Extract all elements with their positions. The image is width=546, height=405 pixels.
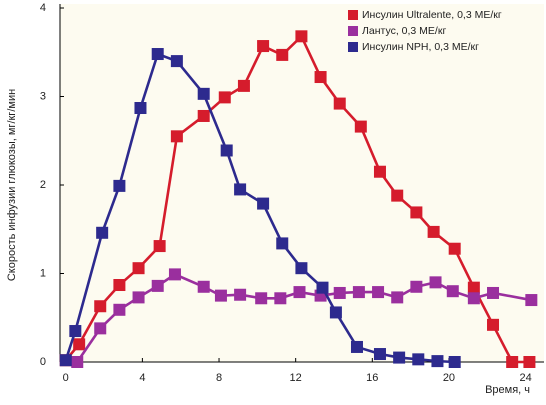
y-axis-label: Скорость инфузии глюкозы, мг/кг/мин — [6, 89, 18, 281]
data-point — [168, 268, 181, 281]
data-point — [237, 79, 250, 92]
y-tick-label: 0 — [40, 356, 46, 368]
data-point — [427, 225, 440, 238]
data-point — [220, 144, 233, 157]
data-point — [391, 189, 404, 202]
data-point — [350, 340, 363, 353]
data-point — [257, 40, 270, 53]
data-point — [113, 303, 126, 316]
data-point — [295, 30, 308, 43]
data-point — [234, 183, 247, 196]
data-point — [446, 285, 459, 298]
data-point — [214, 289, 227, 302]
x-tick-label: 4 — [139, 372, 145, 384]
data-point — [412, 353, 425, 366]
data-point — [197, 87, 210, 100]
data-point — [467, 281, 480, 294]
data-point — [69, 325, 82, 338]
data-point — [132, 262, 145, 275]
x-tick-label: 24 — [519, 372, 531, 384]
data-point — [170, 55, 183, 68]
data-point — [113, 279, 126, 292]
data-point — [333, 97, 346, 110]
x-tick-label: 12 — [290, 372, 302, 384]
data-point — [391, 291, 404, 304]
data-point — [372, 286, 385, 299]
x-tick-label: 8 — [216, 372, 222, 384]
data-point — [151, 48, 164, 61]
data-point — [132, 291, 145, 304]
data-point — [134, 102, 147, 115]
x-axis-label: Время, ч — [485, 384, 530, 396]
data-point — [352, 286, 365, 299]
legend-swatch — [348, 42, 358, 52]
data-point — [314, 71, 327, 84]
data-point — [410, 206, 423, 219]
data-point — [153, 240, 166, 253]
x-tick-label: 0 — [63, 372, 69, 384]
data-point — [197, 109, 210, 122]
data-point — [329, 306, 342, 319]
legend-label: Лантус, 0,3 МЕ/кг — [362, 25, 446, 37]
data-point — [467, 292, 480, 305]
data-point — [487, 318, 500, 331]
data-point — [255, 292, 268, 305]
data-point — [354, 120, 367, 133]
data-point — [94, 322, 107, 335]
legend-swatch — [348, 10, 358, 20]
data-point — [506, 356, 519, 368]
data-point — [274, 292, 287, 305]
data-point — [234, 288, 247, 301]
data-point — [170, 130, 183, 143]
data-point — [218, 91, 231, 104]
x-tick-label: 16 — [366, 372, 378, 384]
data-point — [373, 348, 386, 361]
data-point — [94, 300, 107, 313]
data-point — [276, 48, 289, 61]
y-tick-label: 4 — [40, 2, 46, 14]
legend-label: Инсулин Ultralente, 0,3 МЕ/кг — [362, 9, 502, 21]
y-tick-label: 2 — [40, 179, 46, 191]
data-point — [293, 286, 306, 299]
data-point — [295, 262, 308, 275]
plot-area — [60, 4, 544, 362]
data-point — [113, 179, 126, 192]
data-point — [393, 351, 406, 364]
data-point — [373, 165, 386, 178]
data-point — [487, 286, 500, 299]
data-point — [523, 356, 536, 368]
data-point — [71, 356, 84, 368]
x-tick-label: 20 — [443, 372, 455, 384]
data-point — [257, 197, 270, 210]
legend-label: Инсулин NPH, 0,3 МЕ/кг — [362, 41, 479, 53]
legend-swatch — [348, 26, 358, 36]
data-point — [73, 338, 86, 351]
data-point — [197, 280, 210, 293]
data-point — [448, 356, 461, 368]
data-point — [276, 237, 289, 250]
y-tick-label: 3 — [40, 90, 46, 102]
data-point — [316, 281, 329, 294]
data-point — [59, 354, 72, 367]
data-point — [525, 294, 538, 307]
data-point — [448, 242, 461, 255]
data-point — [333, 286, 346, 299]
data-point — [151, 279, 164, 292]
data-point — [429, 276, 442, 289]
data-point — [96, 226, 109, 239]
y-tick-label: 1 — [40, 267, 46, 279]
data-point — [410, 280, 423, 293]
data-point — [431, 355, 444, 368]
